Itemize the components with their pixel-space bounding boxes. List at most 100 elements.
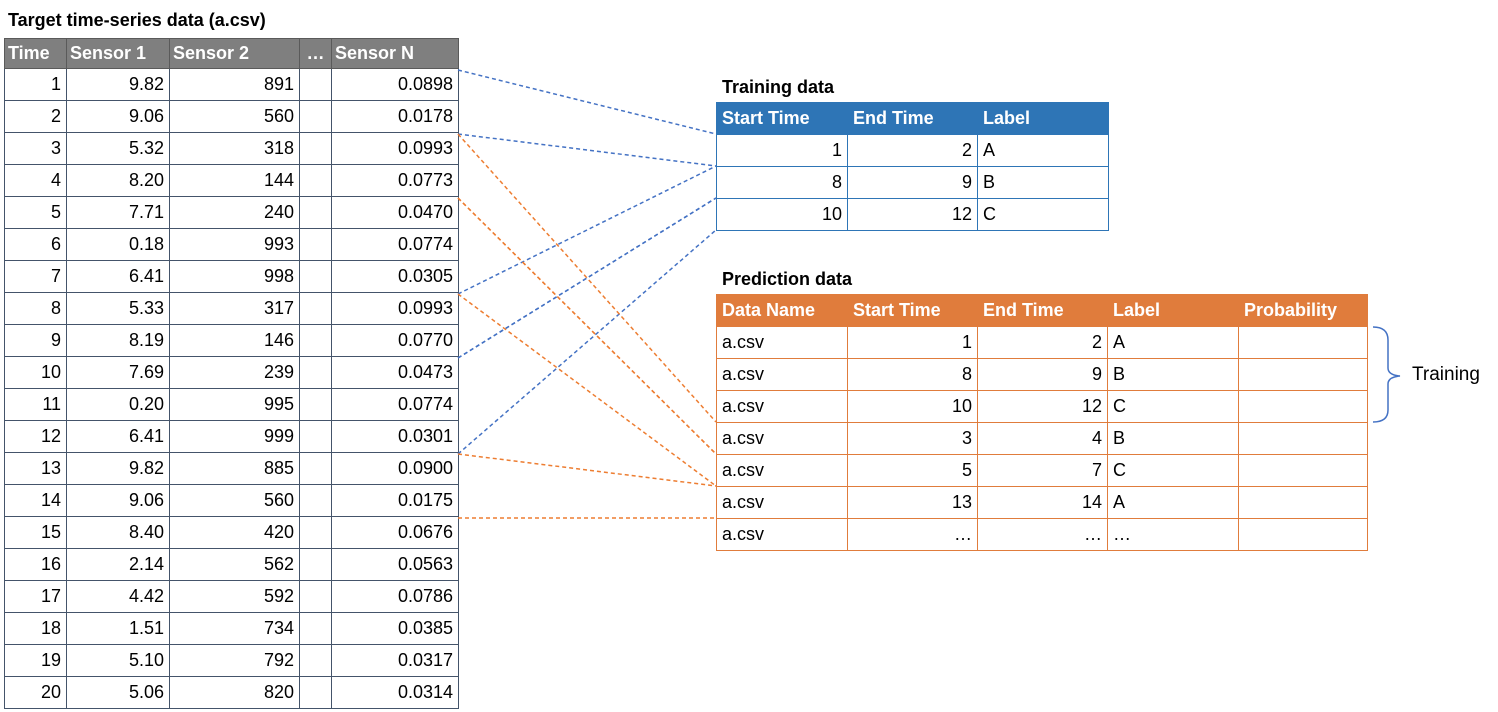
connector-line [457, 133, 717, 423]
header-end-time: End Time [847, 102, 978, 135]
target-cell: 998 [169, 260, 300, 293]
target-cell: 10 [4, 356, 67, 389]
target-cell: 146 [169, 324, 300, 357]
prediction-cell [1238, 518, 1368, 551]
target-cell: 0.0317 [331, 644, 459, 677]
target-cell: 5 [4, 196, 67, 229]
header-ellipsis: … [299, 38, 332, 69]
connector-line [457, 453, 717, 487]
connector-line [457, 165, 717, 295]
target-cell [299, 132, 332, 165]
target-cell: 0.0676 [331, 516, 459, 549]
target-row: 11 0.20 995 0.0774 [4, 388, 459, 421]
connector-line [457, 133, 717, 167]
target-cell: 5.32 [66, 132, 170, 165]
target-row: 9 8.19 146 0.0770 [4, 324, 459, 357]
prediction-row: a.csv 1 2 A [716, 326, 1368, 359]
prediction-row: a.csv……… [716, 518, 1368, 551]
prediction-cell: … [1107, 518, 1239, 551]
target-row: 18 1.51 734 0.0385 [4, 612, 459, 645]
target-cell: 0.0305 [331, 260, 459, 293]
prediction-row: a.csv 10 12 C [716, 390, 1368, 423]
prediction-row: a.csv 5 7 C [716, 454, 1368, 487]
target-cell: 8.19 [66, 324, 170, 357]
target-row: 7 6.41 998 0.0305 [4, 260, 459, 293]
header-start-time: Start Time [847, 294, 978, 327]
training-brace [1372, 326, 1401, 423]
target-cell: 8 [4, 292, 67, 325]
target-cell: 0.0993 [331, 292, 459, 325]
training-table: Start Time End Time Label 1 2 A 8 9 B 10 12 C [716, 102, 1109, 231]
connector-line [457, 197, 717, 359]
target-cell: 592 [169, 580, 300, 613]
target-cell: 0.0774 [331, 388, 459, 421]
target-cell: 0.0900 [331, 452, 459, 485]
prediction-cell: C [1107, 454, 1239, 487]
target-cell: 560 [169, 484, 300, 517]
target-cell: 18 [4, 612, 67, 645]
prediction-cell: a.csv [716, 326, 848, 359]
target-cell: 0.0314 [331, 676, 459, 709]
connector-line [457, 229, 717, 455]
target-row: 10 7.69 239 0.0473 [4, 356, 459, 389]
target-cell: 9.06 [66, 484, 170, 517]
target-cell: 993 [169, 228, 300, 261]
target-cell: 3 [4, 132, 67, 165]
target-cell: 0.0898 [331, 68, 459, 101]
target-row: 13 9.82 885 0.0900 [4, 452, 459, 485]
target-cell: 0.0786 [331, 580, 459, 613]
prediction-cell: B [1107, 422, 1239, 455]
target-cell: 144 [169, 164, 300, 197]
target-cell: 239 [169, 356, 300, 389]
target-cell: 0.0774 [331, 228, 459, 261]
target-cell [299, 516, 332, 549]
target-cell: 12 [4, 420, 67, 453]
connector-line [457, 293, 717, 487]
prediction-cell: A [1107, 486, 1239, 519]
training-cell: 10 [716, 198, 848, 231]
header-sensor-1: Sensor 1 [66, 38, 170, 69]
prediction-cell: 4 [977, 422, 1108, 455]
target-cell: 9.06 [66, 100, 170, 133]
prediction-cell: 1 [847, 326, 978, 359]
prediction-cell: a.csv [716, 390, 848, 423]
target-cell: 0.0470 [331, 196, 459, 229]
target-cell: 560 [169, 100, 300, 133]
prediction-row: a.csv 8 9 B [716, 358, 1368, 391]
target-row: 19 5.10 792 0.0317 [4, 644, 459, 677]
target-table: Time Sensor 1 Sensor 2 … Sensor N 1 9.82 8… [4, 38, 459, 709]
target-cell: 0.20 [66, 388, 170, 421]
prediction-cell: 12 [977, 390, 1108, 423]
training-table-title: Training data [722, 77, 835, 97]
target-row: 1 9.82 891 0.0898 [4, 68, 459, 101]
target-cell: 13 [4, 452, 67, 485]
target-row: 15 8.40 420 0.0676 [4, 516, 459, 549]
prediction-cell: 10 [847, 390, 978, 423]
target-cell: 891 [169, 68, 300, 101]
target-header-row: Time Sensor 1 Sensor 2 … Sensor N [4, 38, 459, 69]
target-row: 3 5.32 318 0.0993 [4, 132, 459, 165]
header-label: Label [1107, 294, 1239, 327]
header-probability: Probability [1238, 294, 1368, 327]
prediction-row: a.csv 13 14 A [716, 486, 1368, 519]
header-start-time: Start Time [716, 102, 848, 135]
target-cell: 0.0773 [331, 164, 459, 197]
target-cell: 885 [169, 452, 300, 485]
header-end-time: End Time [977, 294, 1108, 327]
target-cell: 820 [169, 676, 300, 709]
target-row: 14 9.06 560 0.0175 [4, 484, 459, 517]
prediction-cell: 5 [847, 454, 978, 487]
target-cell: 9.82 [66, 452, 170, 485]
target-cell: 5.33 [66, 292, 170, 325]
header-sensor-n: Sensor N [331, 38, 459, 69]
prediction-cell: a.csv [716, 486, 848, 519]
target-row: 20 5.06 820 0.0314 [4, 676, 459, 709]
prediction-cell: B [1107, 358, 1239, 391]
target-row: 5 7.71 240 0.0470 [4, 196, 459, 229]
target-cell: 8.20 [66, 164, 170, 197]
training-cell: 12 [847, 198, 978, 231]
header-label: Label [977, 102, 1109, 135]
prediction-cell: 8 [847, 358, 978, 391]
